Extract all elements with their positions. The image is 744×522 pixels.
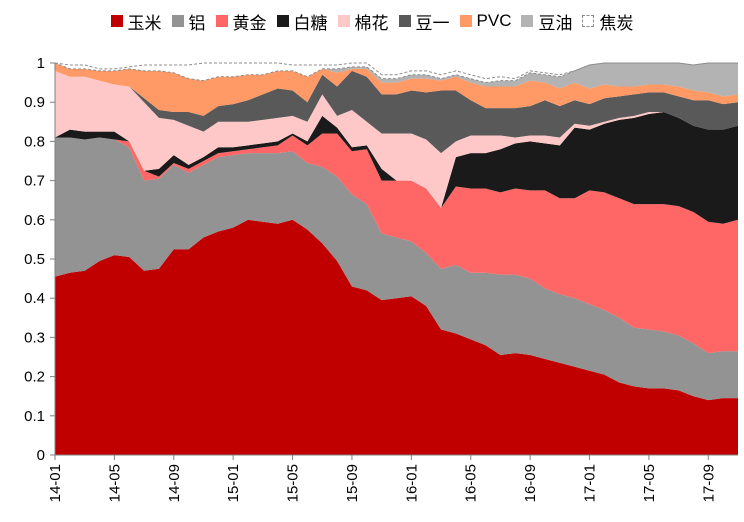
legend-label: 焦炭 — [599, 13, 634, 33]
y-tick-label: 0.2 — [24, 369, 45, 386]
legend-swatch — [276, 15, 289, 27]
legend-item: 焦炭 — [582, 9, 633, 34]
y-tick-label: 0.1 — [24, 408, 45, 425]
area-series-6 — [55, 63, 738, 116]
area-series-8 — [54, 62, 738, 84]
area-series-1 — [55, 137, 738, 401]
x-tick-label: 16-05 — [463, 464, 480, 502]
legend-item: PVC — [459, 11, 512, 31]
y-tick-label: 0.7 — [24, 173, 45, 190]
x-tick-label: 16-09 — [522, 464, 539, 502]
legend-label: 棉花 — [354, 13, 389, 33]
legend-item: 棉花 — [337, 9, 389, 34]
legend-label: PVC — [476, 11, 512, 30]
x-tick-label: 17-09 — [700, 464, 717, 502]
legend-swatch — [110, 15, 123, 27]
legend-swatch — [521, 15, 534, 27]
area-series-3 — [55, 112, 738, 224]
legend-swatch — [459, 15, 472, 27]
legend-swatch — [582, 15, 595, 27]
legend-swatch — [398, 15, 411, 27]
y-tick-label: 0.4 — [24, 290, 45, 307]
y-tick-label: 1 — [37, 55, 45, 72]
y-tick-label: 0.9 — [24, 94, 45, 111]
legend-label: 白糖 — [293, 13, 328, 33]
x-tick-label: 14-01 — [47, 464, 64, 502]
x-tick-label: 15-01 — [225, 464, 242, 502]
area-series-5 — [55, 70, 738, 154]
legend-item: 铝 — [171, 9, 206, 34]
y-tick-label: 0.3 — [24, 329, 45, 346]
x-tick-label: 16-01 — [403, 464, 420, 502]
x-tick-label: 15-09 — [344, 464, 361, 502]
legend-swatch — [337, 15, 350, 27]
legend-item: 豆油 — [521, 9, 572, 34]
legend-item: 黄金 — [215, 9, 267, 34]
legend-item: 玉米 — [110, 9, 162, 34]
x-tick-label: 15-05 — [285, 464, 302, 502]
legend-item: 白糖 — [276, 9, 328, 34]
legend-label: 豆一 — [415, 13, 450, 33]
area-series-7 — [55, 63, 738, 97]
legend-swatch — [171, 15, 184, 27]
legend-item: 豆一 — [398, 9, 450, 34]
y-tick-label: 0.8 — [24, 133, 45, 150]
area-series-2 — [55, 133, 738, 354]
area-series-4 — [55, 70, 738, 209]
y-tick-label: 0.6 — [24, 212, 45, 229]
legend-label: 黄金 — [232, 13, 267, 33]
x-tick-label: 17-01 — [582, 464, 599, 502]
x-tick-label: 14-09 — [166, 464, 183, 502]
legend: 玉米 铝 黄金 白糖 棉花 豆一 PVC 豆油 焦炭 — [0, 8, 744, 34]
legend-label: 铝 — [188, 13, 206, 33]
x-tick-label: 14-05 — [106, 464, 123, 502]
y-tick-label: 0 — [37, 447, 45, 464]
legend-swatch — [215, 15, 228, 27]
area-series-0 — [55, 219, 738, 455]
y-tick-label: 0.5 — [24, 251, 45, 268]
legend-label: 玉米 — [127, 13, 162, 33]
x-tick-label: 17-05 — [641, 464, 658, 502]
legend-label: 豆油 — [538, 13, 573, 33]
